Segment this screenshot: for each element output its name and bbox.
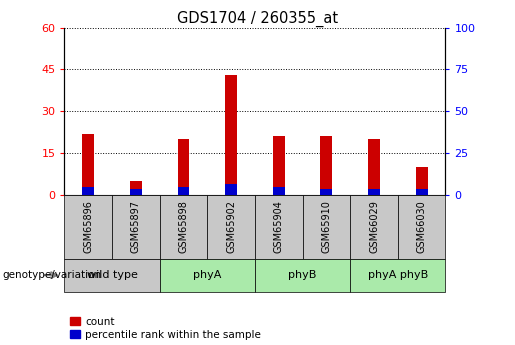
Bar <box>368 139 380 195</box>
Text: phyB: phyB <box>288 270 317 280</box>
Text: GSM65910: GSM65910 <box>321 200 331 253</box>
Bar <box>416 189 427 195</box>
Bar <box>273 187 285 195</box>
Text: GSM65904: GSM65904 <box>274 200 284 253</box>
Text: wild type: wild type <box>87 270 138 280</box>
Bar <box>225 184 237 195</box>
Bar <box>178 187 190 195</box>
Bar <box>273 136 285 195</box>
Text: GSM65896: GSM65896 <box>83 200 93 253</box>
Bar <box>225 75 237 195</box>
Text: GDS1704 / 260355_at: GDS1704 / 260355_at <box>177 10 338 27</box>
Text: GSM65897: GSM65897 <box>131 200 141 253</box>
Text: phyA: phyA <box>193 270 221 280</box>
Bar <box>82 187 94 195</box>
Text: GSM65902: GSM65902 <box>226 200 236 253</box>
Bar <box>416 167 427 195</box>
Text: phyA phyB: phyA phyB <box>368 270 428 280</box>
Legend: count, percentile rank within the sample: count, percentile rank within the sample <box>70 317 261 340</box>
Bar <box>178 139 190 195</box>
Bar <box>82 134 94 195</box>
Text: GSM65898: GSM65898 <box>179 200 188 253</box>
Text: genotype/variation: genotype/variation <box>3 270 101 280</box>
Bar <box>320 189 332 195</box>
Bar <box>130 189 142 195</box>
Text: GSM66029: GSM66029 <box>369 200 379 253</box>
Bar <box>320 136 332 195</box>
Bar <box>130 181 142 195</box>
Bar <box>368 189 380 195</box>
Text: GSM66030: GSM66030 <box>417 200 426 253</box>
